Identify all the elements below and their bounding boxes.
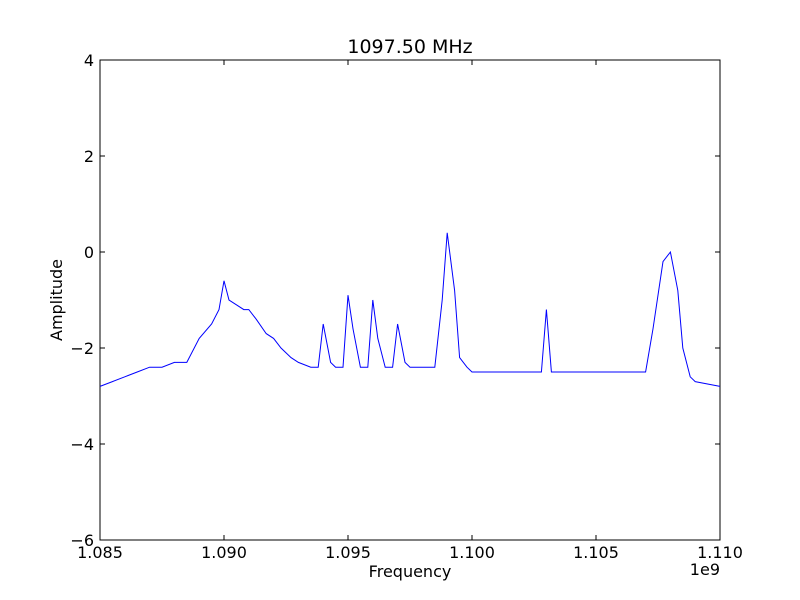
y-tick-label: −6: [70, 531, 94, 550]
series-line: [99, 232, 721, 387]
x-tick-label: 1.095: [325, 543, 371, 562]
y-tick-label: −4: [70, 435, 94, 454]
x-tick-label: 1.100: [449, 543, 495, 562]
x-tick-label: 1.085: [77, 543, 123, 562]
y-tick-label: 4: [84, 51, 94, 70]
y-tick-label: 0: [84, 243, 94, 262]
x-axis-label: Frequency: [369, 562, 452, 581]
y-axis: −6 −4 −2 0 2 4: [70, 51, 720, 550]
chart-title: 1097.50 MHz: [347, 36, 472, 58]
x-tick-label: 1.090: [201, 543, 247, 562]
x-axis: 1.085 1.090 1.095 1.100 1.105 1.110: [77, 60, 743, 562]
x-tick-label: 1.110: [697, 543, 743, 562]
y-tick-label: −2: [70, 339, 94, 358]
x-offset-label: 1e9: [690, 560, 720, 579]
x-tick-label: 1.105: [573, 543, 619, 562]
y-tick-label: 2: [84, 147, 94, 166]
y-axis-label: Amplitude: [47, 259, 66, 341]
plot-frame: [99, 59, 721, 541]
